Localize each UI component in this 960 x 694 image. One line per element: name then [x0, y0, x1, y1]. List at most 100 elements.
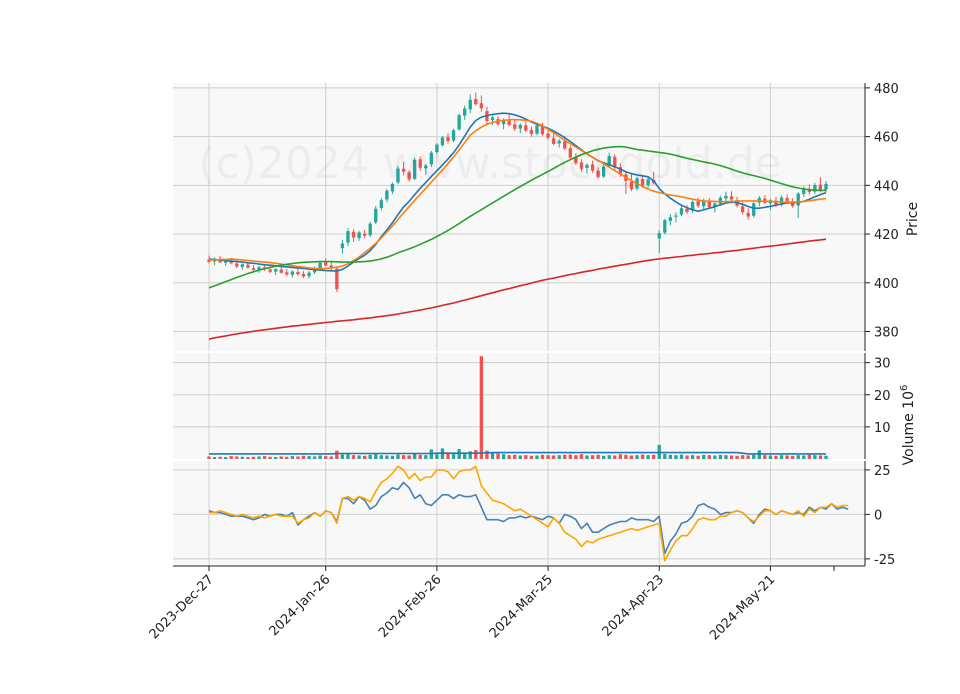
candle-body [274, 269, 278, 272]
candle-body [585, 164, 589, 169]
volume-bar [274, 457, 278, 459]
price-panel: 380 400 420 440 460 480 [173, 82, 899, 351]
volume-bar [235, 456, 239, 459]
oscillator-panel: -25 0 25 [173, 461, 895, 568]
candle-body [451, 130, 456, 141]
volume-bar [446, 453, 450, 459]
volume-bar [779, 455, 784, 459]
candle-body [640, 178, 645, 186]
candle-body [385, 190, 389, 200]
volume-bar [818, 455, 823, 459]
candle-body [668, 217, 673, 221]
price-tick-label: 420 [874, 228, 899, 243]
volume-bar [807, 454, 811, 459]
volume-bar [324, 456, 328, 459]
volume-bar [540, 454, 545, 459]
volume-bar [396, 454, 400, 459]
x-tick-label: 2024-Mar-25 [487, 572, 556, 641]
volume-bar [335, 450, 339, 459]
candle-body [429, 152, 434, 165]
volume-bar [412, 453, 417, 459]
volume-bar [802, 455, 806, 459]
volume-bar [318, 455, 322, 459]
volume-axis-label: Volume 106 [899, 385, 917, 466]
candle-body [779, 197, 784, 205]
candle-body [774, 200, 778, 206]
volume-bar [774, 455, 778, 459]
candle-body [663, 220, 667, 233]
volume-bar [585, 455, 589, 459]
candle-body [407, 172, 411, 180]
volume-bar [251, 456, 256, 459]
volume-bar [240, 456, 245, 459]
candle-body [696, 201, 700, 206]
candle-body [235, 263, 239, 267]
volume-bar [268, 456, 272, 459]
price-axis-label: Price [905, 202, 921, 236]
candle-body [551, 138, 556, 144]
candle-body [713, 203, 717, 207]
candle-body [279, 269, 283, 273]
candle-body [374, 208, 378, 223]
price-tick-label: 380 [874, 326, 899, 341]
candle-body [729, 196, 734, 200]
price-tick-label: 400 [874, 277, 899, 292]
oscillator-tick-label: 0 [874, 508, 882, 523]
candle-body [362, 233, 367, 236]
candle-body [707, 200, 711, 208]
volume-bar [518, 455, 522, 459]
candle-body [340, 243, 345, 249]
candle-body [463, 108, 467, 116]
candle-body [357, 232, 361, 238]
volume-bar [535, 455, 539, 459]
volume-bar [674, 455, 678, 459]
candle-body [290, 271, 295, 275]
volume-panel: 10 20 30 [173, 353, 891, 459]
volume-bar [785, 455, 789, 459]
candle-body [418, 159, 422, 168]
candle-body [513, 124, 517, 129]
candle-body [790, 201, 795, 207]
candle-body [501, 120, 506, 125]
candle-body [307, 272, 311, 277]
candle-body [579, 162, 584, 169]
candle-body [224, 260, 228, 263]
candle-body [412, 159, 417, 179]
candle-body [813, 185, 817, 192]
volume-bar [496, 453, 500, 459]
x-tick-label: 2023-Dec-27 [147, 572, 217, 642]
candle-body [757, 197, 761, 203]
volume-axis-exponent: 6 [899, 385, 910, 391]
volume-bar [407, 455, 411, 459]
candle-body [229, 260, 233, 264]
volume-bar [340, 454, 345, 459]
volume-bar [301, 455, 306, 459]
candle-body [802, 188, 806, 195]
candle-body [285, 272, 289, 275]
moving-average-line-1 [208, 112, 827, 272]
volume-bar [229, 456, 233, 459]
volume-bar [262, 456, 267, 459]
volume-bar [724, 455, 728, 459]
volume-bar [796, 455, 800, 459]
oscillator-tick-label: 25 [874, 464, 891, 479]
candle-body [740, 206, 745, 213]
volume-bar [329, 456, 333, 459]
x-axis: 2023-Dec-27 2024-Jan-26 2024-Feb-26 2024-Ma… [147, 565, 865, 643]
candle-body [546, 133, 550, 138]
volume-bar [257, 456, 261, 459]
volume-bar [607, 455, 611, 459]
volume-bar [824, 455, 828, 459]
candle-body [557, 140, 561, 144]
volume-bar [690, 455, 695, 459]
volume-bar [813, 455, 817, 459]
volume-bar [679, 454, 684, 459]
x-tick-label: 2024-Jan-26 [267, 572, 334, 639]
candle-body [379, 200, 383, 208]
candle-body [746, 212, 750, 217]
candle-body [574, 157, 578, 164]
volume-bar [618, 454, 623, 459]
volume-average-line [209, 451, 826, 455]
volume-bar [763, 455, 767, 459]
